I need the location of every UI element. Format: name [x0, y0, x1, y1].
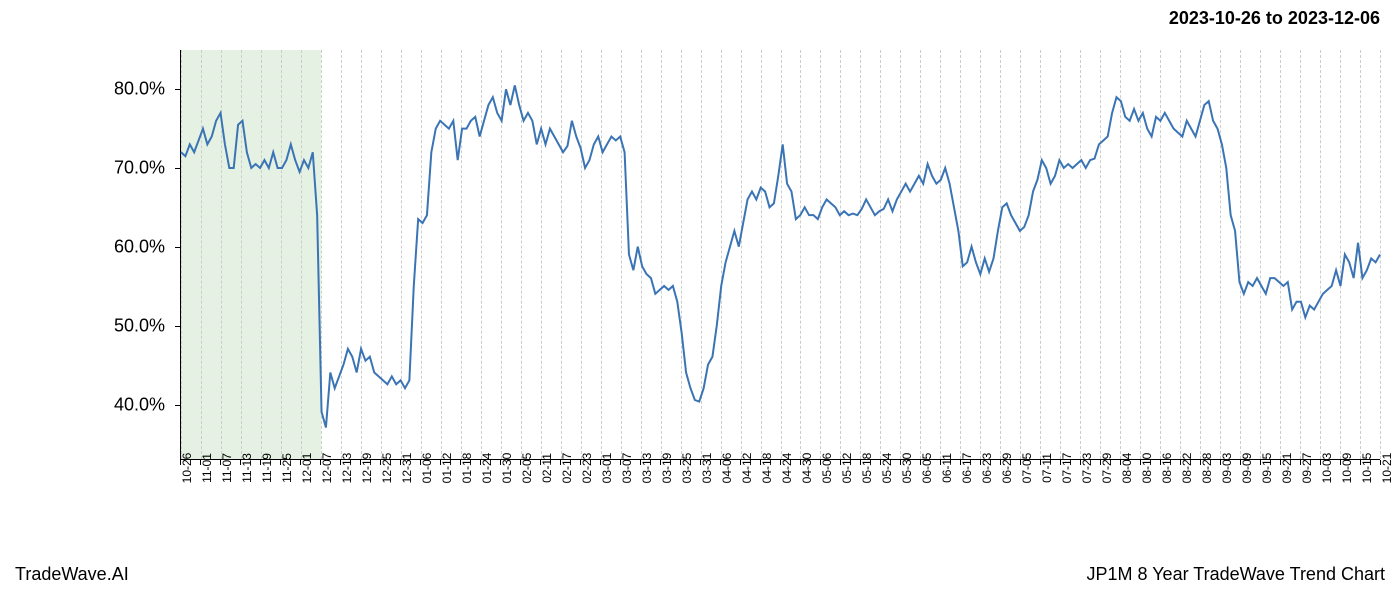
x-tick-label: 08-10 — [1140, 453, 1154, 484]
x-tick-label: 01-30 — [500, 453, 514, 484]
x-tick-label: 11-19 — [260, 453, 274, 483]
x-tick-label: 06-29 — [1000, 453, 1014, 484]
footer-chart-title: JP1M 8 Year TradeWave Trend Chart — [1087, 564, 1386, 585]
x-tick-label: 05-12 — [840, 453, 854, 484]
x-tick-label: 08-22 — [1180, 453, 1194, 484]
x-tick-label: 01-18 — [460, 453, 474, 484]
x-tick-label: 05-30 — [900, 453, 914, 484]
x-tick-label: 04-30 — [800, 453, 814, 484]
x-tick-label: 03-19 — [660, 453, 674, 484]
x-tick-label: 10-15 — [1360, 453, 1374, 484]
x-tick-label: 02-05 — [520, 453, 534, 484]
x-tick-label: 02-17 — [560, 453, 574, 484]
y-tick-label: 50.0% — [65, 315, 165, 336]
x-tick-label: 01-06 — [420, 453, 434, 484]
x-tick-label: 03-25 — [680, 453, 694, 484]
x-tick-label: 04-12 — [740, 453, 754, 484]
x-tick-label: 02-11 — [540, 453, 554, 483]
x-tick-label: 12-25 — [380, 453, 394, 484]
x-tick-label: 07-11 — [1040, 453, 1054, 483]
y-tick-label: 40.0% — [65, 394, 165, 415]
x-tick-label: 08-04 — [1120, 453, 1134, 484]
x-tick-label: 03-31 — [700, 453, 714, 484]
x-tick-label: 01-24 — [480, 453, 494, 484]
x-tick-label: 03-07 — [620, 453, 634, 484]
y-tick-label: 80.0% — [65, 79, 165, 100]
x-tick-label: 12-31 — [400, 453, 414, 484]
plot-area — [180, 50, 1380, 460]
x-tick-label: 12-07 — [320, 453, 334, 484]
trend-line — [181, 85, 1380, 427]
x-tick-label: 07-29 — [1100, 453, 1114, 484]
x-tick-label: 09-09 — [1240, 453, 1254, 484]
x-tick-label: 04-24 — [780, 453, 794, 484]
y-tick-label: 60.0% — [65, 237, 165, 258]
x-tick-label: 04-06 — [720, 453, 734, 484]
x-tick-label: 12-19 — [360, 453, 374, 484]
x-tick-label: 09-21 — [1280, 453, 1294, 484]
x-tick-label: 06-23 — [980, 453, 994, 484]
x-tick-label: 09-27 — [1300, 453, 1314, 484]
x-tick-label: 10-21 — [1380, 453, 1394, 484]
x-tick-label: 06-05 — [920, 453, 934, 484]
x-tick-label: 08-16 — [1160, 453, 1174, 484]
x-tick-label: 06-11 — [940, 453, 954, 483]
x-tick-label: 03-01 — [600, 453, 614, 484]
x-tick-label: 07-05 — [1020, 453, 1034, 484]
x-tick-label: 05-24 — [880, 453, 894, 484]
y-axis: 40.0% 50.0% 60.0% 70.0% 80.0% — [60, 50, 175, 460]
x-tick-label: 10-03 — [1320, 453, 1334, 484]
footer-brand: TradeWave.AI — [15, 564, 129, 585]
x-tick-label: 11-01 — [200, 453, 214, 483]
line-chart-svg — [181, 50, 1380, 459]
x-tick-label: 10-09 — [1340, 453, 1354, 484]
x-tick-label: 10-26 — [180, 453, 194, 484]
x-tick-label: 02-23 — [580, 453, 594, 484]
x-tick-label: 03-13 — [640, 453, 654, 484]
y-tick-label: 70.0% — [65, 158, 165, 179]
x-tick-label: 11-13 — [240, 453, 254, 483]
x-tick-label: 11-07 — [220, 453, 234, 483]
x-tick-label: 07-17 — [1060, 453, 1074, 484]
x-tick-label: 12-01 — [300, 453, 314, 484]
grid-line — [1380, 50, 1381, 459]
x-tick-label: 05-06 — [820, 453, 834, 484]
x-tick-label: 12-13 — [340, 453, 354, 484]
x-tick-label: 01-12 — [440, 453, 454, 484]
x-tick-label: 11-25 — [280, 453, 294, 483]
x-tick-label: 05-18 — [860, 453, 874, 484]
chart-container: 40.0%50.0%60.0%70.0%80.0% 10-2611-0111-0… — [60, 50, 1380, 460]
x-tick-label: 04-18 — [760, 453, 774, 484]
x-tick-label: 08-28 — [1200, 453, 1214, 484]
date-range-label: 2023-10-26 to 2023-12-06 — [1169, 8, 1380, 29]
x-tick-label: 06-17 — [960, 453, 974, 484]
x-tick-label: 07-23 — [1080, 453, 1094, 484]
x-tick-label: 09-15 — [1260, 453, 1274, 484]
x-tick-label: 09-03 — [1220, 453, 1234, 484]
